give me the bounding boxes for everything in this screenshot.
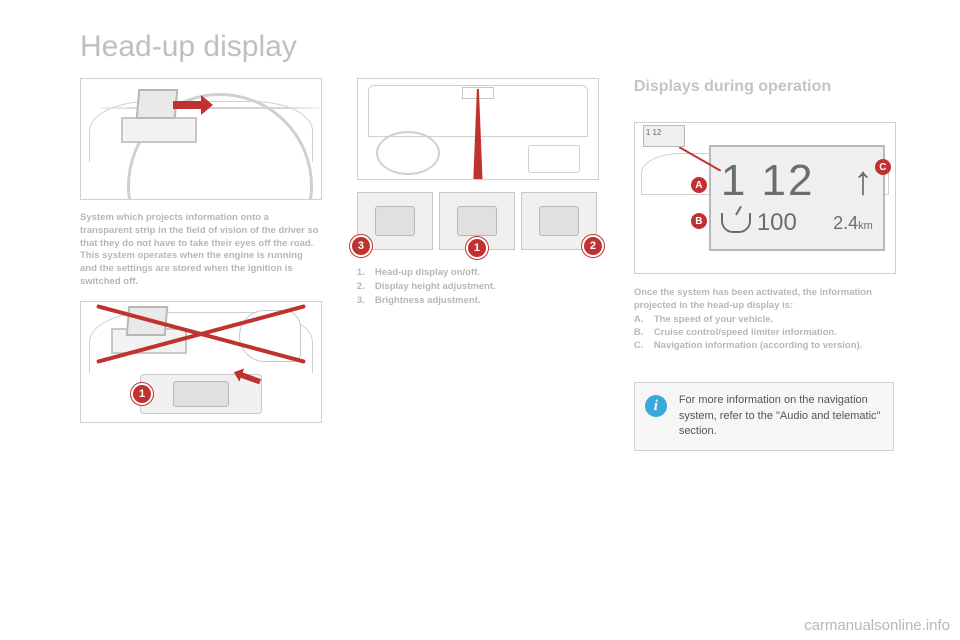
figure-hud-overview (80, 78, 322, 200)
controls-legend: Head-up display on/off. Display height a… (357, 266, 597, 307)
control-brightness: 3 (357, 192, 433, 250)
info-note: i For more information on the navigation… (634, 382, 894, 450)
display-cruise: 100 (757, 209, 797, 237)
label-b-icon: B (691, 213, 707, 229)
display-distance: 2.4km (833, 213, 873, 234)
display-description: Once the system has been activated, the … (634, 286, 894, 352)
badge-3-icon: 3 (350, 235, 372, 257)
control-height: 2 (521, 192, 597, 250)
subheading: Displays during operation (634, 78, 912, 96)
label-a-icon: A (691, 177, 707, 193)
col-left: System which projects information onto a… (80, 78, 333, 423)
watermark: carmanualsonline.info (804, 617, 950, 634)
figure-cockpit (357, 78, 599, 180)
display-intro: Once the system has been activated, the … (634, 287, 872, 311)
list-item: Navigation information (according to ver… (634, 339, 894, 352)
list-item: Cruise control/speed limiter information… (634, 326, 894, 339)
hud-mini-preview: 1 12 (643, 125, 685, 147)
col-middle: 3 1 2 Head-up display on/off. Display he… (357, 78, 610, 307)
nav-arrow-icon: ↑ (853, 159, 873, 204)
figure-display-operation: 1 12 A B C 1 12 ↑ 100 (634, 122, 896, 274)
info-note-text: For more information on the navigation s… (679, 394, 881, 437)
controls-row: 3 1 2 (357, 192, 597, 250)
col-right: Displays during operation 1 12 A B C 1 1… (634, 78, 912, 451)
control-onoff: 1 (439, 192, 515, 250)
list-item: Head-up display on/off. (357, 266, 597, 280)
label-c-icon: C (875, 159, 891, 175)
badge-1-icon: 1 (131, 383, 153, 405)
badge-2-icon: 2 (582, 235, 604, 257)
cruise-icon (721, 213, 751, 233)
pointer-line-icon (679, 147, 721, 171)
figure-do-not-touch: 1 (80, 301, 322, 423)
red-arrow-icon (173, 95, 213, 115)
info-icon: i (645, 395, 667, 417)
display-speed: 1 12 (721, 156, 815, 206)
list-item: Brightness adjustment. (357, 294, 597, 308)
badge-1-icon: 1 (466, 237, 488, 259)
list-item: The speed of your vehicle. (634, 313, 894, 326)
page-title: Head-up display (80, 30, 912, 64)
hud-screen: 1 12 A B C 1 12 ↑ 100 (709, 145, 885, 251)
list-item: Display height adjustment. (357, 280, 597, 294)
intro-text: System which projects information onto a… (80, 212, 320, 289)
